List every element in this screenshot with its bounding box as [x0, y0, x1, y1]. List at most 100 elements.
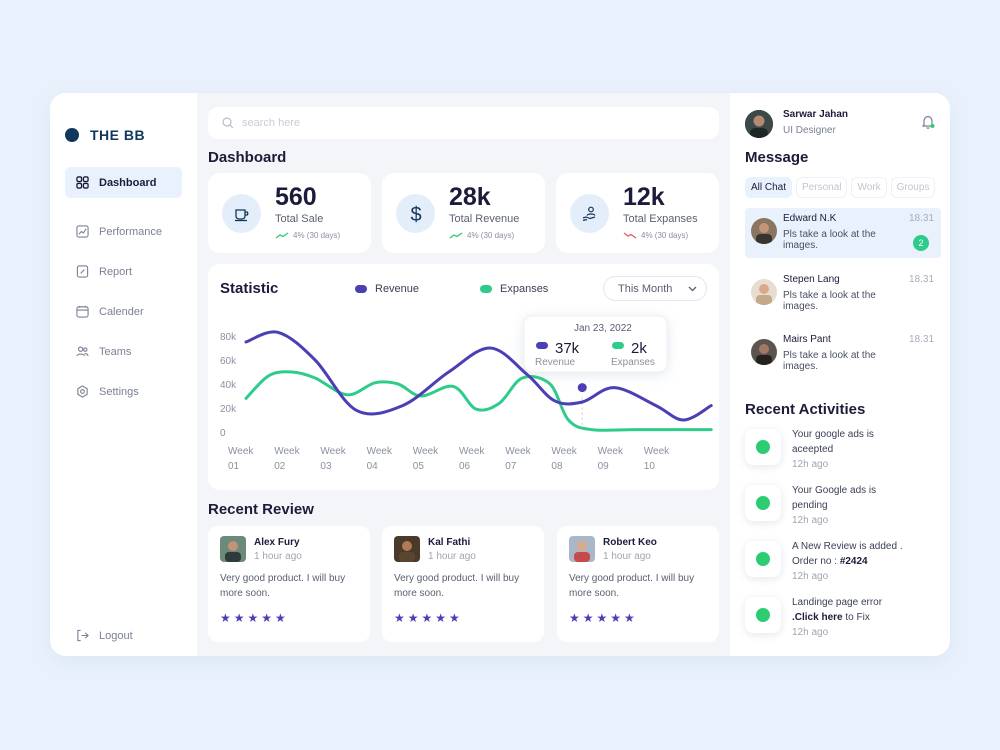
avatar [569, 536, 595, 562]
avatar [751, 339, 777, 365]
brand-name: THE BB [90, 127, 146, 143]
logout-button[interactable]: Logout [65, 620, 182, 651]
chart-icon [76, 225, 89, 238]
avatar [751, 279, 777, 305]
activity-text: Your Google ads is pending [792, 483, 942, 513]
review-text: Very good product. I will buy more soon. [220, 573, 346, 599]
tab-all-chat[interactable]: All Chat [745, 177, 793, 198]
click-here-link[interactable]: .Click here [792, 612, 843, 623]
stat-trend: 4% (30 days) [275, 231, 340, 240]
unread-badge: 2 [913, 235, 929, 251]
app-window: THE BB Dashboard Performance Report Cale… [50, 93, 950, 656]
activity-text: Your google ads is aceepted [792, 427, 942, 457]
profile-name: Sarwar Jahan [783, 109, 849, 120]
calendar-icon [76, 305, 89, 318]
message-item[interactable]: Stepen Lang 18.31 Pls take a look at the… [745, 269, 941, 319]
report-icon [76, 265, 89, 278]
sidebar-item-dashboard[interactable]: Dashboard [65, 167, 182, 198]
sidebar-item-settings[interactable]: Settings [65, 376, 182, 407]
activity-line: A New Review is added . [792, 541, 903, 552]
avatar [394, 536, 420, 562]
stat-card-total-expanses: 12k Total Expanses 4% (30 days) [556, 173, 719, 253]
brand-logo-icon [65, 128, 79, 142]
trend-up-icon [449, 232, 463, 239]
stat-trend: 4% (30 days) [623, 231, 688, 240]
stat-label: Total Expanses [623, 213, 698, 225]
reviewer-name: Kal Fathi [428, 537, 471, 548]
tooltip-expanses-label: Expanses [611, 357, 655, 368]
review-card: Kal Fathi 1 hour ago Very good product. … [382, 526, 544, 642]
message-item[interactable]: Edward N.K 18.31 Pls take a look at the … [745, 208, 941, 258]
activity-item[interactable]: Your google ads is aceepted 12h ago [745, 427, 945, 471]
user-hand-icon [570, 194, 609, 233]
recent-activities-title: Recent Activities [745, 401, 866, 418]
legend-label: Expanses [500, 283, 549, 295]
sidebar-item-label: Settings [99, 385, 139, 398]
activity-item[interactable]: A New Review is added . Order no : #2424… [745, 539, 945, 583]
activity-item[interactable]: Landinge page error .Click here to Fix 1… [745, 595, 945, 639]
tab-personal[interactable]: Personal [796, 177, 848, 198]
legend-expanses[interactable]: Expanses [480, 283, 548, 295]
message-time: 18.31 [909, 213, 935, 224]
right-panel: Sarwar Jahan UI Designer Message All Cha… [730, 93, 950, 656]
stat-value: 12k [623, 183, 665, 211]
stat-card-total-revenue: $ 28k Total Revenue 4% (30 days) [382, 173, 545, 253]
stat-trend-text: 4% (30 days) [293, 231, 341, 240]
dollar-icon: $ [396, 194, 435, 233]
series-line-expanses [244, 370, 713, 432]
activity-time: 12h ago [792, 571, 829, 582]
tab-groups[interactable]: Groups [890, 177, 936, 198]
sidebar-item-label: Report [99, 265, 133, 278]
sidebar-item-report[interactable]: Report [65, 256, 182, 287]
review-stars: ★★★★★ [220, 611, 289, 625]
brand[interactable]: THE BB [65, 127, 145, 143]
stat-trend: 4% (30 days) [449, 231, 514, 240]
chevron-down-icon [688, 286, 697, 291]
trend-down-icon [623, 232, 637, 239]
sidebar-item-performance[interactable]: Performance [65, 216, 182, 247]
logout-icon [77, 629, 89, 642]
tab-work[interactable]: Work [851, 177, 887, 198]
statistic-card: Statistic Revenue Expanses This Month 80… [208, 264, 719, 490]
avatar[interactable] [745, 110, 773, 138]
team-icon [76, 346, 89, 357]
period-select[interactable]: This Month [603, 276, 707, 301]
search-bar[interactable] [208, 107, 719, 139]
sidebar-item-teams[interactable]: Teams [65, 336, 182, 367]
legend-revenue[interactable]: Revenue [355, 283, 419, 295]
review-card: Robert Keo 1 hour ago Very good product.… [557, 526, 719, 642]
activity-status-icon [745, 429, 781, 465]
trend-up-icon [275, 232, 289, 239]
activity-line: to Fix [842, 612, 870, 623]
chart-title: Statistic [220, 280, 279, 297]
message-preview: Pls take a look at the images. [783, 229, 876, 251]
highlight-point[interactable] [574, 380, 590, 396]
activity-status-icon [745, 485, 781, 521]
x-tick-label: Week 05 [413, 446, 439, 472]
activity-time: 12h ago [792, 627, 829, 638]
stat-label: Total Sale [275, 213, 324, 225]
message-preview: Pls take a look at the images. [783, 290, 876, 312]
activity-line: Landinge page error [792, 597, 883, 608]
activity-item[interactable]: Your Google ads is pending 12h ago [745, 483, 945, 527]
avatar [220, 536, 246, 562]
logout-label: Logout [99, 629, 133, 642]
legend-swatch [480, 285, 492, 293]
tooltip-date: Jan 23, 2022 [574, 323, 632, 334]
message-item[interactable]: Mairs Pant 18.31 Pls take a look at the … [745, 329, 941, 379]
tooltip-revenue-label: Revenue [535, 357, 575, 368]
review-text: Very good product. I will buy more soon. [569, 573, 695, 599]
activity-text: A New Review is added . Order no : #2424 [792, 539, 942, 569]
tooltip-revenue-value: 37k [555, 340, 580, 357]
review-stars: ★★★★★ [394, 611, 463, 625]
message-time: 18.31 [909, 274, 935, 285]
page-title: Dashboard [208, 149, 287, 166]
activity-line: Order no : [792, 556, 840, 567]
x-tick-label: Week 07 [505, 446, 531, 472]
search-input[interactable] [242, 117, 642, 129]
sidebar-item-calender[interactable]: Calender [65, 296, 182, 327]
x-tick-label: Week 09 [598, 446, 624, 472]
message-sender: Stepen Lang [783, 274, 840, 285]
review-time: 1 hour ago [603, 551, 651, 562]
bell-icon[interactable] [921, 114, 935, 130]
